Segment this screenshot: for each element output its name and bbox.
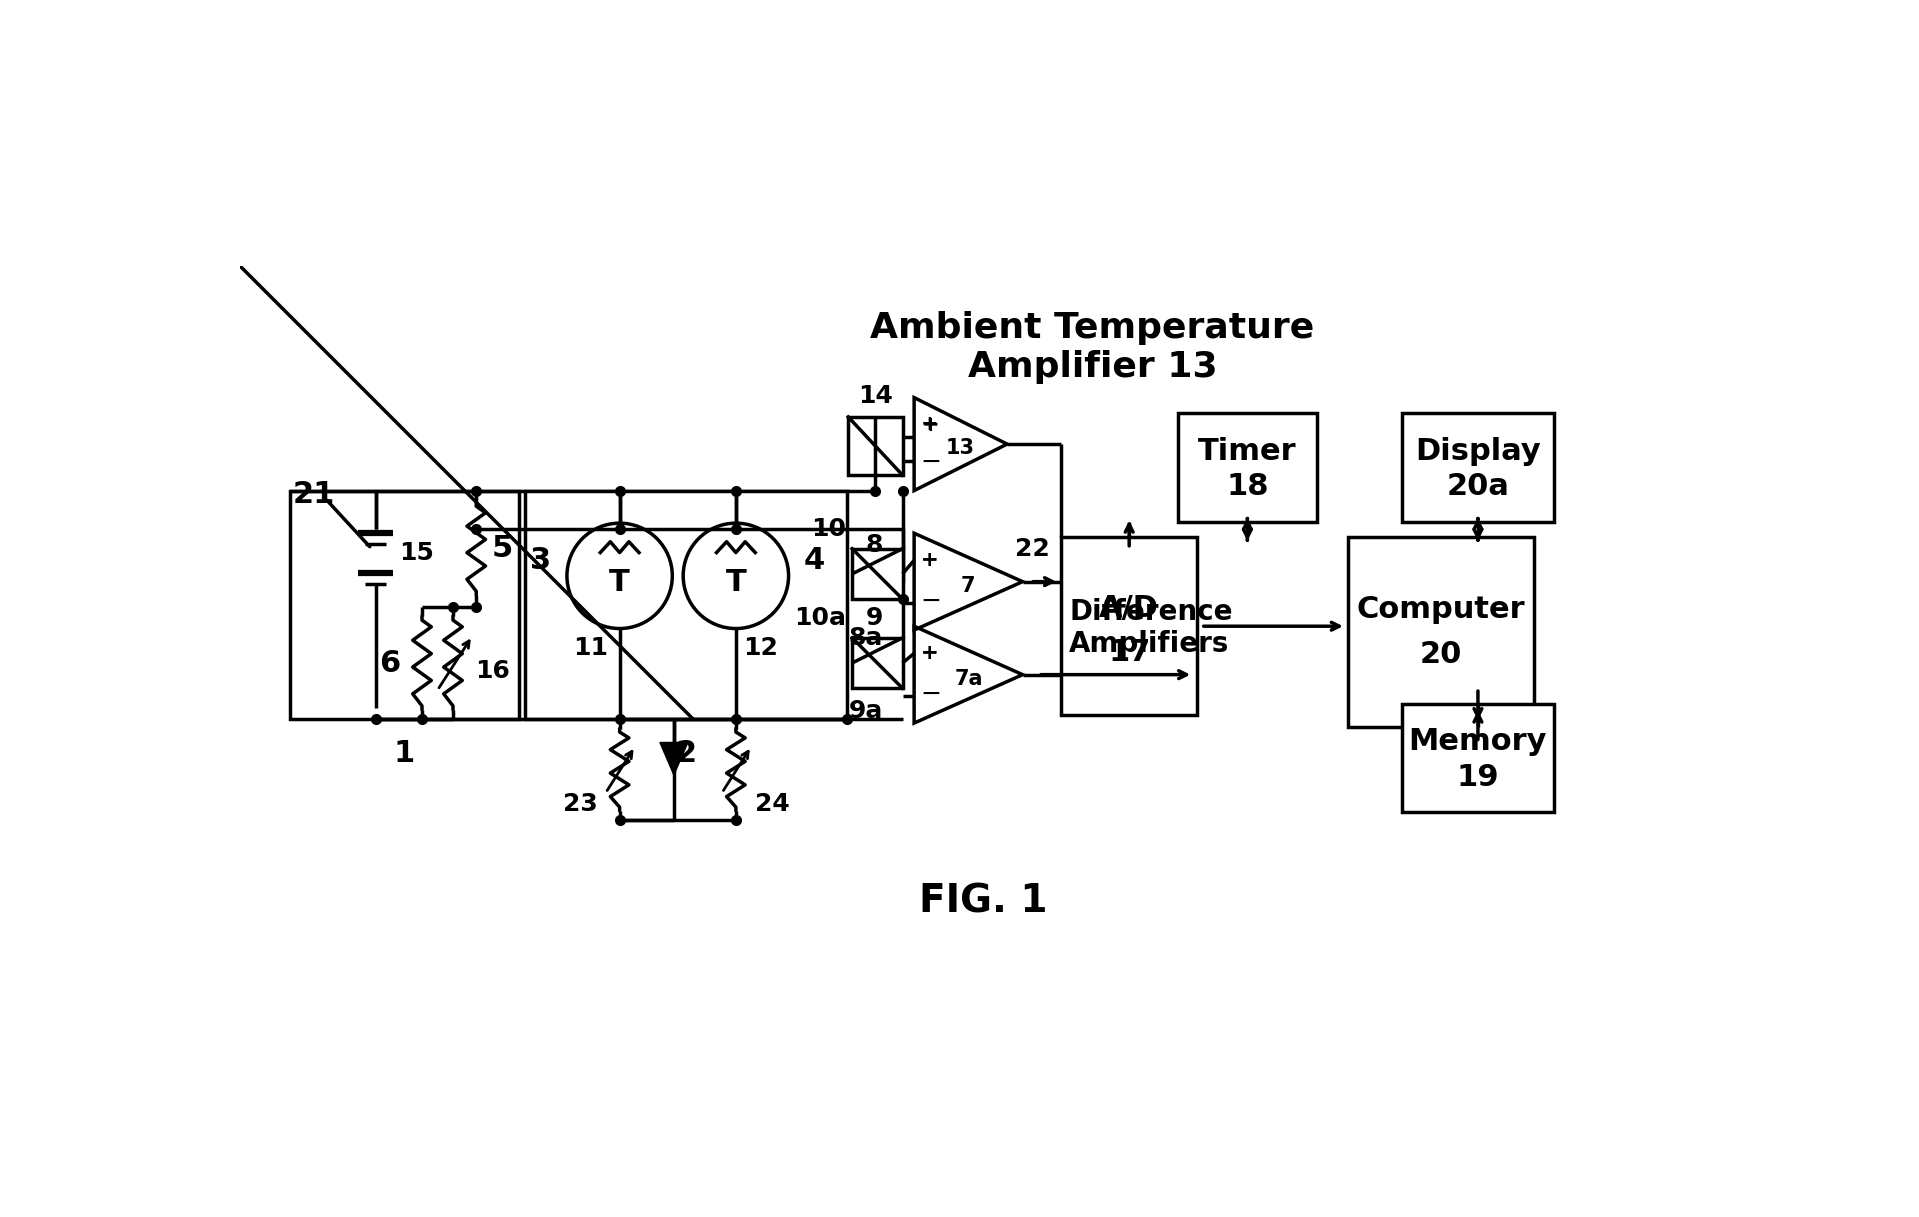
Text: −: − (921, 589, 942, 612)
Text: 9a: 9a (848, 700, 883, 723)
Text: 18: 18 (1226, 472, 1268, 501)
Text: 16: 16 (474, 658, 510, 683)
Bar (1403, 703, 1554, 812)
Bar (1349, 537, 1533, 727)
Text: 14: 14 (858, 383, 892, 408)
Text: 10a: 10a (794, 606, 846, 630)
Bar (852, 549, 902, 599)
Bar (1178, 413, 1316, 522)
Text: 1: 1 (393, 739, 415, 768)
Text: 15: 15 (399, 540, 434, 565)
Text: 17: 17 (1107, 639, 1149, 667)
Text: Display: Display (1414, 437, 1541, 466)
Text: 19: 19 (1457, 763, 1499, 792)
Text: T: T (608, 567, 629, 596)
Text: +: + (921, 644, 938, 663)
Text: T: T (725, 567, 746, 596)
Bar (526, 490, 846, 719)
Text: Difference
Amplifiers: Difference Amplifiers (1069, 598, 1232, 658)
Text: 10: 10 (812, 517, 846, 542)
Text: 7a: 7a (954, 668, 983, 689)
Text: +: + (921, 550, 938, 571)
Text: −: − (921, 682, 942, 706)
Text: 22: 22 (1015, 537, 1050, 561)
Bar (1061, 537, 1197, 716)
Text: Computer: Computer (1357, 595, 1526, 624)
Text: A/D: A/D (1100, 594, 1159, 623)
Text: 7: 7 (961, 576, 975, 595)
Text: 20: 20 (1420, 640, 1462, 669)
Text: Amplifier 13: Amplifier 13 (967, 349, 1217, 383)
Text: 6: 6 (380, 649, 401, 678)
Text: 8: 8 (865, 533, 883, 557)
Text: 9: 9 (865, 606, 883, 630)
Text: 4: 4 (804, 546, 825, 574)
Text: 2: 2 (675, 739, 697, 768)
Text: 13: 13 (946, 438, 975, 458)
Text: Timer: Timer (1197, 437, 1297, 466)
Text: Memory: Memory (1409, 728, 1547, 756)
Text: +: + (921, 644, 938, 663)
Text: +: + (921, 415, 940, 436)
Text: 21: 21 (292, 479, 334, 509)
Text: +: + (921, 550, 938, 571)
Text: 11: 11 (574, 636, 608, 660)
Text: 5: 5 (491, 534, 512, 563)
Text: 20a: 20a (1447, 472, 1510, 501)
Text: Ambient Temperature: Ambient Temperature (869, 310, 1315, 344)
Text: 23: 23 (562, 792, 599, 817)
Bar (852, 638, 902, 688)
Polygon shape (660, 742, 687, 775)
Text: 24: 24 (756, 792, 791, 817)
Text: +: + (921, 414, 938, 433)
Text: 8a: 8a (848, 626, 883, 650)
Text: 12: 12 (745, 636, 779, 660)
Bar (848, 417, 902, 475)
Text: −: − (921, 450, 942, 475)
Bar (290, 490, 518, 719)
Bar (1403, 413, 1554, 522)
Text: FIG. 1: FIG. 1 (919, 882, 1048, 920)
Text: 3: 3 (530, 546, 551, 574)
